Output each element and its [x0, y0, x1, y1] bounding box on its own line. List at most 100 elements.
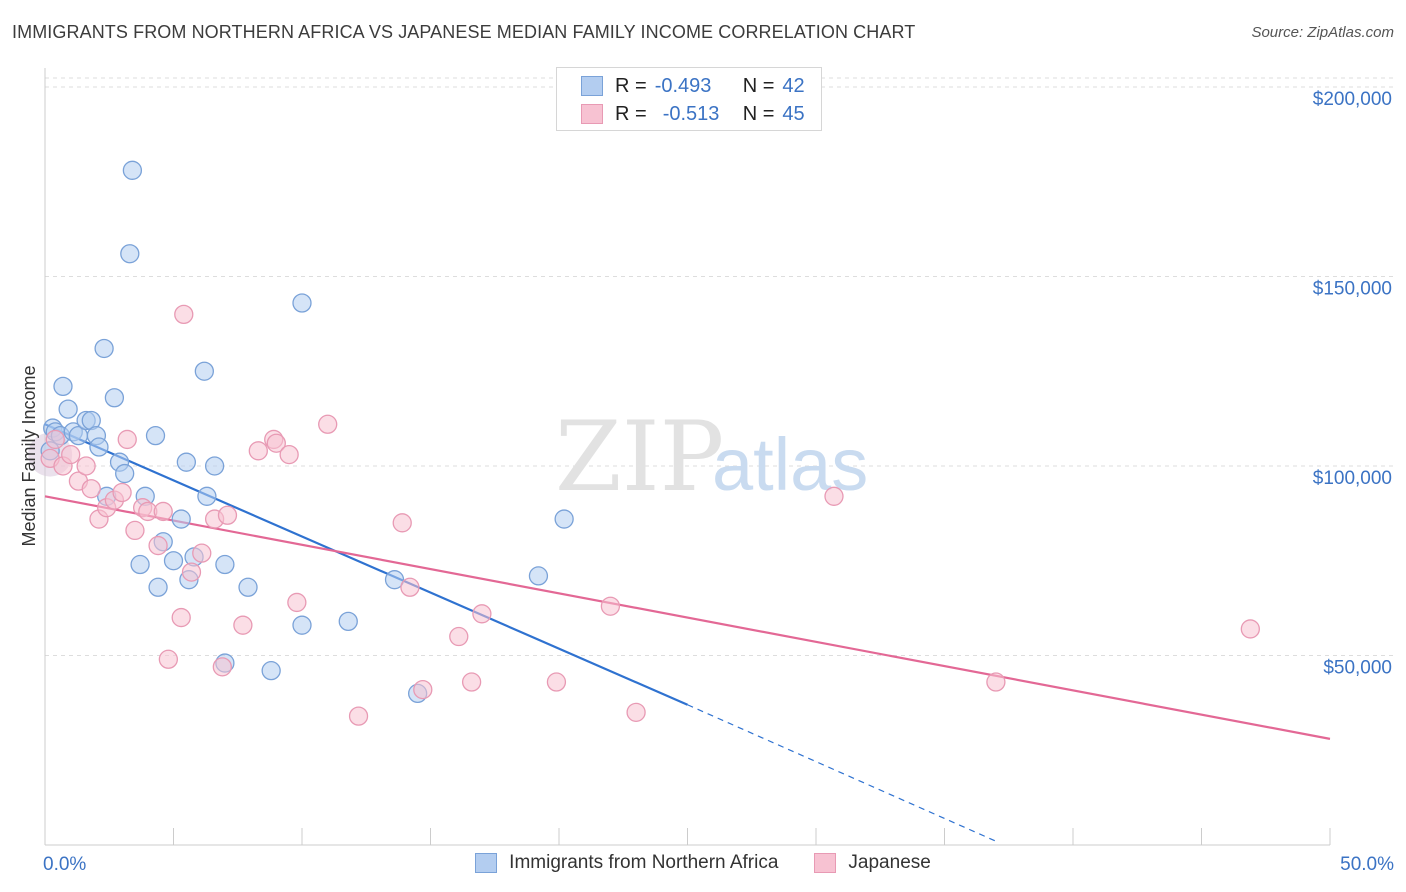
- point-japanese: [158, 649, 179, 669]
- legend-row-northern-africa: R = -0.493 N = 42: [581, 72, 805, 100]
- chart-title: IMMIGRANTS FROM NORTHERN AFRICA VS JAPAN…: [12, 22, 916, 42]
- point-northern-africa: [292, 615, 312, 635]
- series-swatch-pink: [814, 853, 837, 873]
- point-japanese: [392, 513, 412, 533]
- point-japanese: [546, 672, 567, 692]
- point-japanese: [192, 543, 212, 563]
- source-label: Source: ZipAtlas.com: [1251, 24, 1394, 41]
- point-japanese: [148, 535, 168, 556]
- point-northern-africa: [148, 577, 168, 597]
- series-legend-item-northern-africa: Immigrants from Northern Africa: [475, 852, 778, 874]
- legend-n-label: N =: [742, 74, 775, 97]
- trend-lines: [44, 423, 1331, 842]
- series-legend: Immigrants from Northern Africa Japanese: [0, 852, 1406, 874]
- point-japanese: [112, 482, 132, 503]
- watermark: ZIP atlas: [555, 401, 868, 513]
- y-tick-label: $200,000: [1313, 89, 1392, 110]
- point-northern-africa: [115, 463, 135, 484]
- trendline-northern-africa-dashed: [687, 704, 997, 842]
- point-japanese: [600, 596, 621, 616]
- y-axis-title: Median Family Income: [19, 365, 39, 546]
- y-tick-label: $150,000: [1313, 278, 1392, 299]
- trendline-japanese: [44, 495, 1331, 740]
- legend-r-label: R =: [615, 102, 647, 125]
- point-japanese: [233, 615, 253, 635]
- legend-n-value: 42: [782, 74, 805, 97]
- point-japanese: [217, 505, 238, 525]
- point-northern-africa: [338, 611, 358, 632]
- point-japanese: [248, 441, 268, 461]
- point-northern-africa: [176, 452, 197, 472]
- point-northern-africa: [163, 551, 184, 571]
- legend-r-value: -0.513: [662, 102, 720, 125]
- tick-labels: $50,000 $100,000 $150,000 $200,000 0.0% 50.0%: [43, 89, 1394, 875]
- trendline-northern-africa: [44, 423, 688, 706]
- point-northern-africa: [554, 509, 574, 529]
- legend-row-japanese: R = -0.513 N = 45: [581, 100, 805, 128]
- watermark-atlas: atlas: [712, 423, 868, 506]
- y-tick-label: $100,000: [1313, 468, 1392, 489]
- series-name: Japanese: [848, 852, 931, 873]
- point-japanese: [986, 672, 1006, 692]
- point-japanese: [174, 304, 194, 325]
- point-japanese: [45, 429, 65, 450]
- point-japanese: [348, 706, 369, 726]
- point-japanese: [287, 592, 307, 613]
- point-japanese: [212, 657, 232, 677]
- x-tick-label: 50.0%: [1340, 854, 1394, 875]
- point-japanese: [153, 501, 173, 522]
- point-japanese: [449, 626, 469, 647]
- point-northern-africa: [197, 486, 217, 506]
- point-northern-africa: [130, 554, 150, 575]
- legend-n-value: 45: [782, 102, 805, 125]
- point-japanese: [400, 577, 420, 597]
- point-japanese: [279, 444, 299, 465]
- data-points: [28, 160, 1260, 726]
- point-northern-africa: [122, 160, 143, 180]
- legend-n-label: N =: [742, 102, 775, 125]
- point-japanese: [1240, 619, 1260, 639]
- point-northern-africa: [204, 456, 225, 476]
- x-tick-label: 0.0%: [43, 854, 86, 875]
- point-northern-africa: [145, 426, 166, 446]
- point-northern-africa: [53, 376, 73, 397]
- series-name: Immigrants from Northern Africa: [509, 852, 779, 873]
- point-northern-africa: [261, 660, 281, 681]
- point-japanese: [171, 607, 191, 628]
- correlation-legend: R = -0.493 N = 42 R = -0.513 N = 45: [556, 67, 822, 131]
- grid-lines: [45, 77, 1395, 656]
- point-northern-africa: [292, 293, 312, 313]
- point-northern-africa: [238, 577, 258, 597]
- legend-swatch-blue: [581, 76, 603, 96]
- point-japanese: [181, 562, 202, 582]
- point-japanese: [824, 486, 844, 506]
- y-tick-label: $50,000: [1323, 657, 1392, 678]
- point-northern-africa: [94, 338, 114, 359]
- legend-swatch-pink: [581, 104, 603, 124]
- watermark-zip: ZIP: [555, 401, 724, 513]
- point-japanese: [61, 444, 81, 465]
- point-japanese: [76, 456, 96, 476]
- point-northern-africa: [58, 399, 78, 419]
- legend-r-label: R =: [615, 74, 647, 97]
- axes: [44, 68, 1331, 846]
- series-legend-item-japanese: Japanese: [814, 852, 931, 874]
- point-northern-africa: [120, 244, 140, 264]
- legend-r-value: -0.493: [654, 74, 712, 97]
- point-japanese: [81, 479, 101, 499]
- point-japanese: [125, 520, 145, 541]
- point-japanese: [413, 679, 433, 700]
- series-swatch-blue: [475, 853, 498, 873]
- point-northern-africa: [528, 566, 549, 586]
- point-northern-africa: [89, 437, 109, 457]
- point-northern-africa: [194, 361, 214, 381]
- point-northern-africa: [215, 554, 235, 575]
- point-japanese: [626, 702, 646, 722]
- point-japanese: [117, 429, 137, 450]
- point-japanese: [472, 604, 492, 624]
- point-northern-africa: [384, 570, 405, 590]
- point-japanese: [318, 414, 338, 434]
- point-northern-africa: [104, 388, 125, 408]
- point-japanese: [461, 672, 482, 692]
